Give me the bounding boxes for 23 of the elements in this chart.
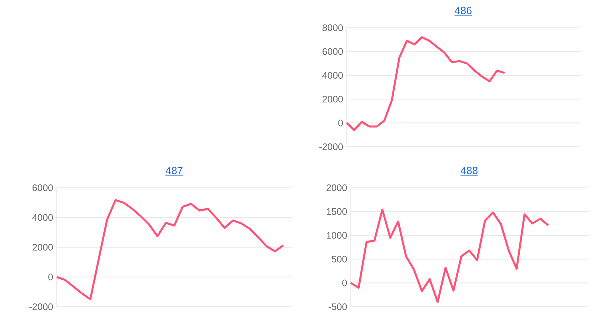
y-tick-label: 6000 xyxy=(32,184,54,192)
y-tick-label: 1000 xyxy=(327,232,348,239)
line-series xyxy=(346,36,506,132)
y-tick-label: 500 xyxy=(332,256,348,263)
y-tick-label: 6000 xyxy=(322,48,344,56)
y-tick-label: -2000 xyxy=(30,304,54,310)
line-series xyxy=(56,199,285,301)
y-tick-label: 2000 xyxy=(32,244,54,251)
chart-title: 488 xyxy=(460,167,478,174)
y-tick-label: 0 xyxy=(342,280,348,287)
line-series xyxy=(350,208,550,304)
chart-title: 486 xyxy=(454,7,472,14)
y-tick-label: -500 xyxy=(328,304,348,310)
y-tick-label: 4000 xyxy=(322,72,344,79)
y-tick-label: 1500 xyxy=(327,208,348,216)
y-tick-label: 8000 xyxy=(322,24,344,32)
chart-title: 487 xyxy=(166,167,183,174)
y-tick-label: 0 xyxy=(338,120,344,127)
y-tick-label: 4000 xyxy=(32,214,54,222)
y-tick-label: 2000 xyxy=(322,96,344,103)
y-tick-label: 0 xyxy=(48,274,54,281)
y-tick-label: 2000 xyxy=(326,184,348,192)
y-tick-label: -2000 xyxy=(320,144,344,150)
